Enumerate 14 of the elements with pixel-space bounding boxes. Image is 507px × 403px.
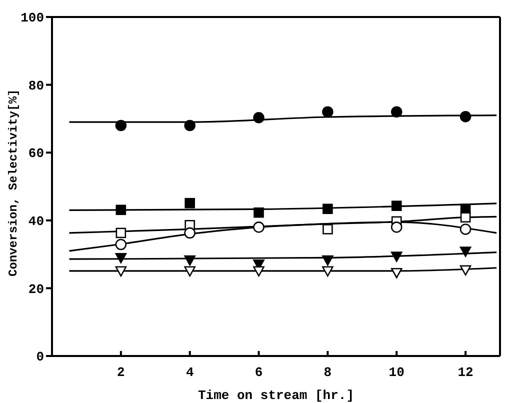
x-axis-title: Time on stream [hr.] bbox=[198, 388, 354, 403]
x-tick-label: 12 bbox=[458, 365, 474, 380]
y-tick-label: 80 bbox=[28, 78, 44, 94]
x-tick-label: 2 bbox=[117, 365, 126, 380]
x-tick-label: 8 bbox=[324, 365, 332, 380]
x-tick-label: 10 bbox=[388, 365, 405, 380]
y-tick-label: 40 bbox=[28, 214, 44, 230]
x-tick-label: 6 bbox=[254, 365, 263, 380]
y-tick-label: 60 bbox=[28, 146, 44, 162]
y-tick-label: 20 bbox=[28, 282, 44, 297]
x-tick-label: 4 bbox=[186, 365, 194, 380]
y-tick-label: 100 bbox=[20, 10, 44, 26]
y-tick-label: 0 bbox=[36, 350, 44, 365]
y-axis-title: Conversion, Selectivity[%] bbox=[6, 89, 20, 276]
